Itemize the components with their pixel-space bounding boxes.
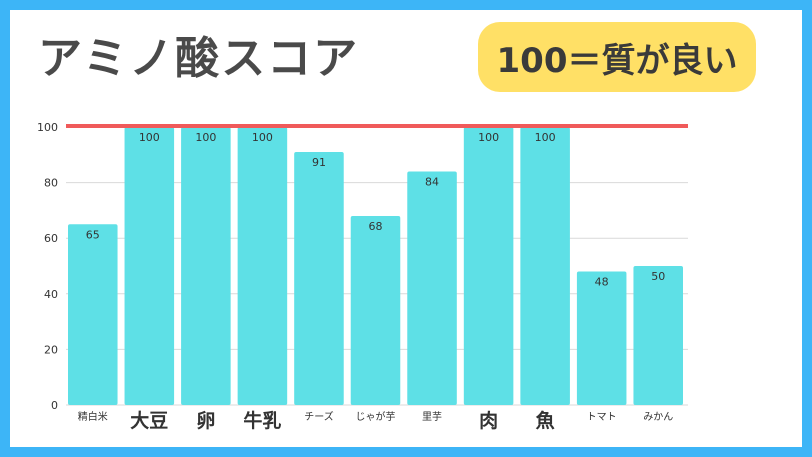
bar-value-label: 65 (86, 228, 100, 241)
value-labels: 65 100 100 100 91 68 84 100 100 48 50 (86, 131, 665, 289)
category-label: 里芋 (422, 411, 442, 423)
bars (68, 127, 683, 405)
bar-value-label: 100 (252, 131, 273, 144)
category-label: 魚 (536, 409, 555, 432)
bar (350, 215, 401, 405)
category-label: じゃが芋 (356, 410, 396, 423)
category-label: 大豆 (130, 409, 168, 432)
category-label: 牛乳 (243, 409, 281, 432)
bar (237, 127, 288, 405)
category-labels: 精白米 大豆 卵 牛乳 チーズ じゃが芋 里芋 肉 魚 トマト みかん (78, 409, 673, 432)
bar (124, 127, 175, 405)
bar (463, 127, 514, 405)
bar-value-label: 100 (139, 131, 160, 144)
bar-value-label: 50 (651, 270, 665, 283)
bar (633, 266, 683, 405)
category-label: みかん (643, 411, 673, 423)
bar (520, 127, 570, 405)
bar-value-label: 84 (425, 175, 439, 188)
y-tick-label: 80 (44, 177, 58, 190)
bar-value-label: 100 (478, 131, 499, 144)
chart-title: アミノ酸スコア (38, 33, 360, 84)
y-tick-label: 0 (51, 399, 58, 412)
bar-value-label: 68 (369, 220, 383, 233)
y-axis-ticks: 0 20 40 60 80 100 (37, 121, 58, 412)
category-label: トマト (587, 412, 617, 423)
y-tick-label: 20 (44, 343, 58, 356)
bar (407, 171, 457, 405)
y-tick-label: 40 (44, 288, 58, 301)
category-label: 精白米 (78, 410, 108, 423)
category-label: 卵 (196, 409, 215, 432)
bar (294, 152, 344, 405)
bar-value-label: 48 (595, 276, 609, 289)
quality-badge: 100＝質が良い (478, 22, 756, 92)
category-label: 肉 (479, 409, 498, 432)
bar (68, 224, 118, 405)
bar-value-label: 100 (195, 131, 216, 144)
bar-value-label: 91 (312, 156, 326, 169)
bar (576, 271, 627, 405)
bar-value-label: 100 (535, 131, 556, 144)
y-tick-label: 100 (37, 121, 58, 134)
category-label: チーズ (304, 410, 334, 423)
bar (181, 127, 231, 405)
y-tick-label: 60 (44, 232, 58, 245)
